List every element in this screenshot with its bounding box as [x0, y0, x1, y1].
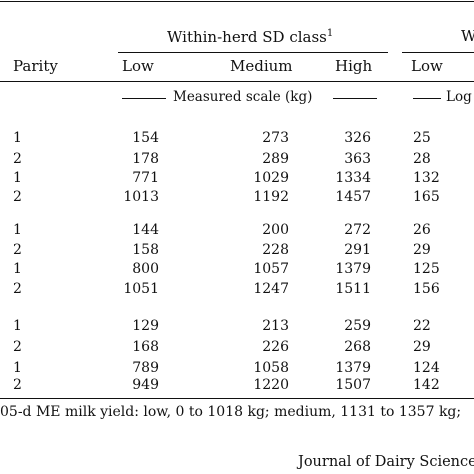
cell-low: 158	[132, 242, 159, 258]
cell-high: 326	[344, 130, 371, 146]
cell-low: 1051	[123, 281, 159, 297]
scale-label-log: Log	[446, 89, 472, 105]
cell-low-2: 132	[413, 170, 440, 186]
cell-parity: 1	[13, 130, 22, 146]
cell-low-2: 22	[413, 318, 431, 334]
cell-low: 154	[132, 130, 159, 146]
cell-parity: 2	[13, 242, 22, 258]
cell-low: 178	[132, 151, 159, 167]
col-header-parity: Parity	[13, 57, 58, 75]
cell-medium: 1247	[253, 281, 289, 297]
cell-medium: 273	[262, 130, 289, 146]
footnote-marker: 1	[326, 28, 334, 39]
cell-parity: 1	[13, 261, 22, 277]
table-top-rule	[0, 1, 474, 2]
group-header-within-herd-sd: Within-herd SD class1	[167, 29, 333, 45]
group-header-text: Within-herd SD class	[167, 28, 327, 46]
cell-low: 1013	[123, 189, 159, 205]
cell-medium: 1220	[253, 377, 289, 393]
column-header-rule	[0, 81, 474, 82]
cell-low-2: 156	[413, 281, 440, 297]
table-footnote: 05-d ME milk yield: low, 0 to 1018 kg; m…	[0, 404, 462, 420]
col-header-low-2: Low	[411, 57, 443, 75]
cell-high: 363	[344, 151, 371, 167]
cell-low-2: 26	[413, 222, 431, 238]
scale-dash-right	[333, 98, 377, 99]
cell-low: 129	[132, 318, 159, 334]
cell-medium: 1058	[253, 360, 289, 376]
cell-low-2: 142	[413, 377, 440, 393]
col-header-low: Low	[122, 57, 154, 75]
cell-parity: 1	[13, 360, 22, 376]
cell-low-2: 29	[413, 339, 431, 355]
cell-parity: 2	[13, 151, 22, 167]
group-header-underline-2	[402, 52, 474, 53]
journal-name: Journal of Dairy Science	[298, 454, 474, 470]
cell-low-2: 28	[413, 151, 431, 167]
cell-parity: 2	[13, 377, 22, 393]
cell-high: 1379	[335, 261, 371, 277]
cell-high: 1457	[335, 189, 371, 205]
cell-medium: 1057	[253, 261, 289, 277]
cell-high: 1507	[335, 377, 371, 393]
cell-low-2: 165	[413, 189, 440, 205]
cell-parity: 2	[13, 189, 22, 205]
cell-low-2: 124	[413, 360, 440, 376]
cell-high: 259	[344, 318, 371, 334]
cell-low: 949	[132, 377, 159, 393]
cell-parity: 1	[13, 318, 22, 334]
cell-high: 268	[344, 339, 371, 355]
cell-high: 1334	[335, 170, 371, 186]
group-header-underline	[118, 52, 388, 53]
cell-medium: 1192	[253, 189, 289, 205]
table-bottom-rule	[0, 398, 474, 399]
cell-medium: 289	[262, 151, 289, 167]
scale-label-measured: Measured scale (kg)	[173, 89, 313, 105]
cell-low-2: 29	[413, 242, 431, 258]
group-header-partial: W	[461, 27, 474, 45]
cell-low: 144	[132, 222, 159, 238]
cell-medium: 228	[262, 242, 289, 258]
cell-medium: 200	[262, 222, 289, 238]
cell-low: 800	[132, 261, 159, 277]
cell-high: 291	[344, 242, 371, 258]
cell-high: 1379	[335, 360, 371, 376]
cell-parity: 2	[13, 281, 22, 297]
scale-dash-left	[122, 98, 166, 99]
cell-parity: 1	[13, 170, 22, 186]
cell-low-2: 125	[413, 261, 440, 277]
cell-parity: 2	[13, 339, 22, 355]
cell-low: 771	[132, 170, 159, 186]
cell-high: 272	[344, 222, 371, 238]
cell-low: 789	[132, 360, 159, 376]
cell-low: 168	[132, 339, 159, 355]
scale-dash-left-2	[413, 98, 441, 99]
col-header-medium: Medium	[230, 57, 293, 75]
col-header-high: High	[335, 57, 373, 75]
cell-high: 1511	[335, 281, 371, 297]
cell-medium: 1029	[253, 170, 289, 186]
cell-medium: 226	[262, 339, 289, 355]
cell-parity: 1	[13, 222, 22, 238]
cell-medium: 213	[262, 318, 289, 334]
cell-low-2: 25	[413, 130, 431, 146]
